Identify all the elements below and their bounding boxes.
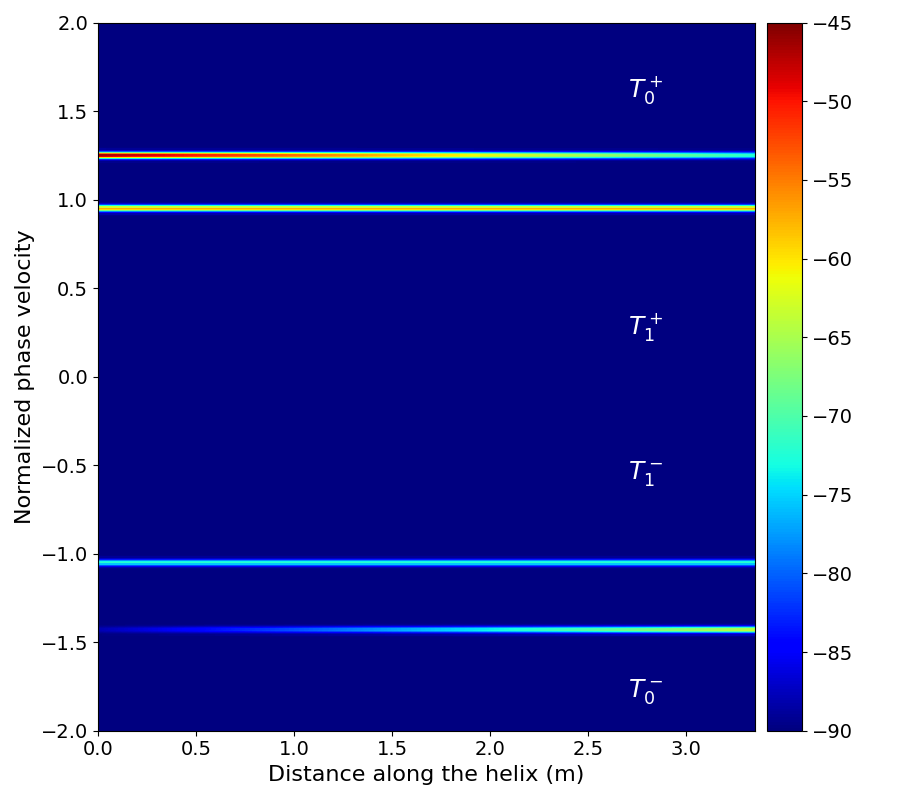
Text: $T_0^-$: $T_0^-$: [627, 678, 662, 706]
Text: $T_1^-$: $T_1^-$: [627, 459, 662, 489]
Text: $T_0^+$: $T_0^+$: [627, 74, 662, 106]
Y-axis label: Normalized phase velocity: Normalized phase velocity: [15, 230, 35, 524]
X-axis label: Distance along the helix (m): Distance along the helix (m): [268, 765, 585, 785]
Text: $T_1^+$: $T_1^+$: [627, 311, 662, 343]
